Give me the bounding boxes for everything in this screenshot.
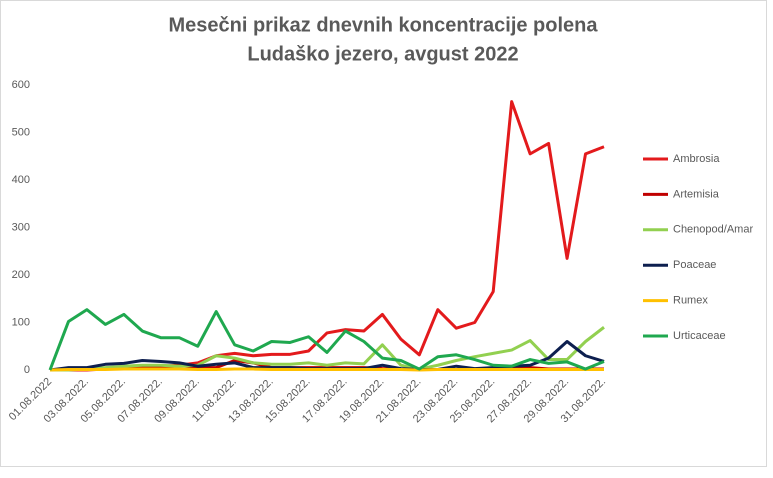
legend-label: Urticaceae xyxy=(673,330,726,342)
y-tick-label: 600 xyxy=(12,79,30,91)
y-tick-label: 500 xyxy=(12,126,30,138)
series-line xyxy=(49,367,604,372)
y-tick-label: 0 xyxy=(24,364,30,376)
chart-subtitle: Ludaško jezero, avgust 2022 xyxy=(247,43,518,65)
legend-label: Rumex xyxy=(673,295,708,307)
legend-label: Artemisia xyxy=(673,188,720,200)
y-tick-label: 400 xyxy=(12,174,30,186)
series-line xyxy=(48,308,605,371)
y-tick-label: 300 xyxy=(12,221,30,233)
legend-label: Poaceae xyxy=(673,259,716,271)
chart-frame xyxy=(0,0,767,467)
y-tick-label: 100 xyxy=(12,316,30,328)
chart-title: Mesečni prikaz dnevnih koncentracije pol… xyxy=(168,14,598,36)
legend-label: Chenopod/Amar xyxy=(673,224,753,236)
legend-label: Ambrosia xyxy=(673,153,720,165)
series-line xyxy=(50,326,605,372)
y-tick-label: 200 xyxy=(12,269,30,281)
